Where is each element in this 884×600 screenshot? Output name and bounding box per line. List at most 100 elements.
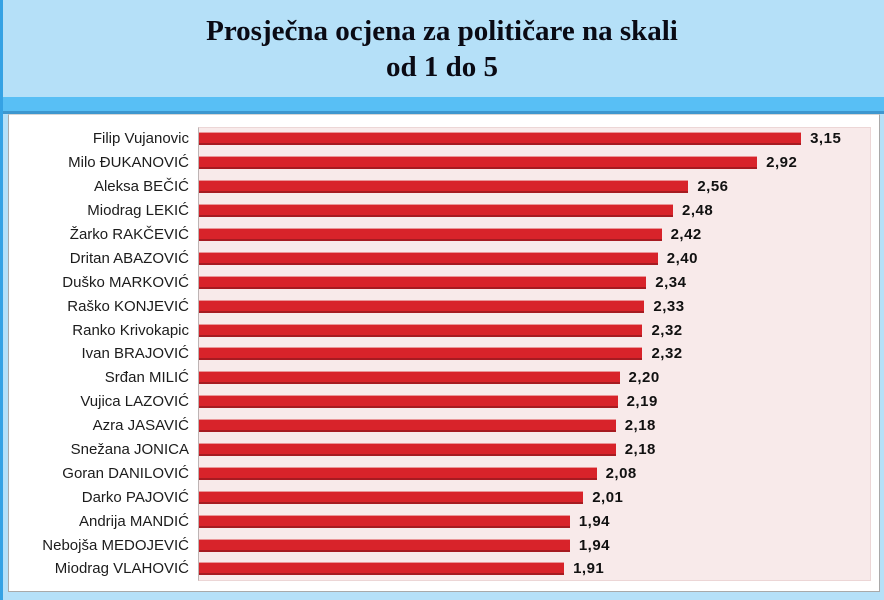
chart-panel: Filip Vujanovic 3,15 Milo ĐUKANOVIĆ 2,92 Ale…: [8, 114, 880, 592]
value-label: 2,01: [592, 488, 624, 506]
bar: [199, 180, 689, 194]
value-label: 2,42: [670, 226, 702, 243]
bar-row: Filip Vujanovic 3,15: [9, 127, 871, 151]
bar-track: 2,18: [198, 438, 871, 462]
chart-title-line-1: Prosječna ocjena za političare na skali: [206, 14, 678, 47]
bar: [199, 156, 758, 170]
bar-track: 2,56: [198, 175, 871, 199]
bar-track: 3,15: [198, 127, 871, 151]
bar-row: Andrija MANDIĆ 1,94: [9, 509, 871, 533]
bar-row: Žarko RAKČEVIĆ 2,42: [9, 223, 871, 247]
chart-rows: Filip Vujanovic 3,15 Milo ĐUKANOVIĆ 2,92 Ale…: [9, 127, 871, 581]
value-label: 2,56: [697, 178, 729, 196]
value-label: 2,34: [655, 273, 687, 291]
value-label: 3,15: [810, 130, 842, 148]
bar-track: 2,32: [198, 342, 871, 366]
bar: [199, 228, 662, 241]
bar: [199, 347, 643, 361]
chart-title-line-2: od 1 do 5: [385, 50, 498, 83]
bar-row: Raško KONJEVIĆ 2,33: [9, 294, 871, 318]
bar: [199, 419, 616, 433]
bar: [199, 514, 570, 528]
category-label: Raško KONJEVIĆ: [67, 297, 189, 315]
bar-row: Dritan ABAZOVIĆ 2,40: [9, 246, 871, 270]
bar-row: Ivan BRAJOVIĆ 2,32: [9, 342, 871, 366]
value-label: 2,92: [766, 154, 798, 172]
bar-row: Miodrag VLAHOVIĆ 1,91: [9, 557, 871, 581]
category-label: Azra JASAVIĆ: [92, 417, 189, 435]
category-label: Miodrag LEKIĆ: [87, 202, 189, 220]
category-label: Nebojša MEDOJEVIĆ: [42, 536, 189, 554]
bar-row: Snežana JONICA 2,18: [9, 438, 871, 462]
bar-track: 2,34: [198, 270, 871, 294]
bar-track: 1,94: [198, 509, 871, 533]
value-label: 2,33: [653, 297, 685, 315]
bar-track: 2,08: [198, 461, 871, 485]
bar: [199, 538, 570, 552]
bar-row: Milo ĐUKANOVIĆ 2,92: [9, 151, 871, 175]
bar-track: 2,32: [198, 318, 871, 342]
bar-track: 2,48: [198, 199, 871, 223]
bar-row: Goran DANILOVIĆ 2,08: [9, 461, 871, 485]
value-label: 1,94: [578, 512, 611, 530]
bar: [199, 251, 658, 265]
category-label: Vujica LAZOVIĆ: [80, 393, 189, 411]
bar: [199, 132, 802, 146]
bar-row: Vujica LAZOVIĆ 2,19: [9, 390, 871, 414]
bar-track: 2,42: [198, 223, 871, 247]
value-label: 2,08: [605, 464, 637, 482]
bar: [199, 443, 616, 457]
bar-row: Duško MARKOVIĆ 2,34: [9, 270, 871, 294]
value-label: 1,91: [573, 560, 605, 578]
bar-track: 2,33: [198, 294, 871, 318]
category-label: Milo ĐUKANOVIĆ: [68, 154, 189, 172]
value-label: 2,48: [682, 202, 714, 220]
bar-track: 1,94: [198, 533, 871, 557]
bar: [199, 490, 584, 504]
category-label: Darko PAJOVIĆ: [81, 488, 189, 506]
value-label: 2,19: [626, 393, 658, 411]
category-label: Filip Vujanovic: [92, 130, 189, 148]
bar-row: Miodrag LEKIĆ 2,48: [9, 199, 871, 223]
bar-track: 2,01: [198, 485, 871, 509]
category-label: Srđan MILIĆ: [104, 369, 189, 387]
category-label: Ranko Krivokapic: [72, 321, 189, 339]
bar-track: 2,18: [198, 414, 871, 438]
value-label: 2,40: [666, 249, 698, 267]
category-label: Miodrag VLAHOVIĆ: [54, 560, 189, 578]
bar-track: 2,19: [198, 390, 871, 414]
category-label: Žarko RAKČEVIĆ: [69, 226, 189, 243]
bar-row: Nebojša MEDOJEVIĆ 1,94: [9, 533, 871, 557]
category-label: Duško MARKOVIĆ: [62, 273, 189, 291]
bar: [199, 275, 647, 289]
bar-track: 2,20: [198, 366, 871, 390]
bar-track: 2,40: [198, 246, 871, 270]
bar-track: 2,92: [198, 151, 871, 175]
bar: [199, 323, 643, 337]
page-left-edge: [0, 0, 3, 600]
bar: [199, 371, 620, 385]
bar-row: Ranko Krivokapic 2,32: [9, 318, 871, 342]
category-label: Goran DANILOVIĆ: [62, 464, 189, 482]
bar: [199, 299, 645, 313]
divider-strip: [0, 97, 884, 114]
category-label: Aleksa BEČIĆ: [93, 178, 189, 196]
bar-row: Darko PAJOVIĆ 2,01: [9, 485, 871, 509]
chart-area: Filip Vujanovic 3,15 Milo ĐUKANOVIĆ 2,92 Ale…: [9, 127, 871, 581]
bar-track: 1,91: [198, 557, 871, 581]
bar: [199, 204, 674, 218]
category-label: Ivan BRAJOVIĆ: [81, 345, 189, 363]
value-label: 2,32: [651, 345, 683, 363]
bar-row: Srđan MILIĆ 2,20: [9, 366, 871, 390]
category-label: Snežana JONICA: [70, 441, 189, 459]
category-label: Dritan ABAZOVIĆ: [69, 249, 189, 267]
chart-title: Prosječna ocjena za političare na skali …: [0, 0, 884, 97]
bar: [199, 395, 618, 409]
bar-row: Aleksa BEČIĆ 2,56: [9, 175, 871, 199]
value-label: 2,18: [624, 417, 656, 435]
value-label: 2,18: [624, 441, 656, 459]
bar: [199, 466, 597, 480]
bar: [199, 562, 565, 576]
value-label: 1,94: [578, 536, 611, 554]
